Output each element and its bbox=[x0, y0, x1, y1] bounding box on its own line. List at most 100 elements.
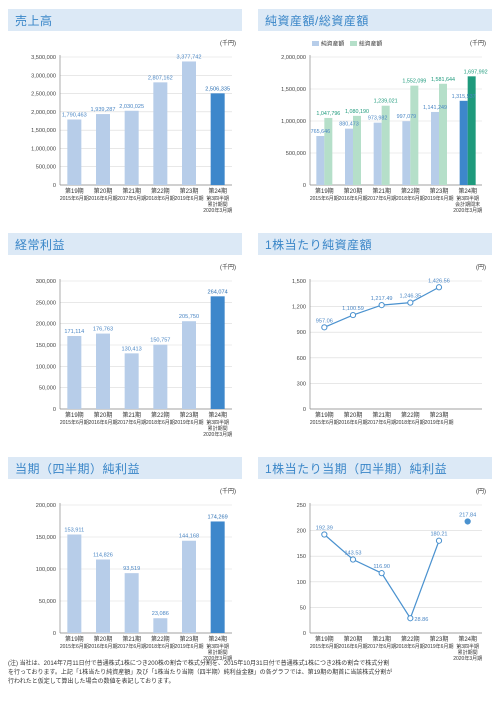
x-tick-label: 会計期間末 bbox=[455, 201, 480, 208]
x-tick-label: 第24期 bbox=[208, 635, 227, 643]
x-tick-label: 第19期 bbox=[315, 411, 334, 419]
bar bbox=[96, 114, 110, 185]
x-tick-label: 2018年6月期 bbox=[146, 419, 175, 426]
bar-total-assets bbox=[353, 115, 361, 185]
bar bbox=[124, 353, 139, 409]
series-line bbox=[323, 534, 440, 620]
x-tick-label: 2018年6月期 bbox=[396, 195, 425, 202]
data-label: 2,030,025 bbox=[119, 104, 144, 110]
y-tick-label: 100 bbox=[297, 580, 306, 586]
x-tick-label: 2015年6月期 bbox=[60, 643, 89, 650]
footnote-line: 行われたと仮定して算出した場合の数値を表記しております。 bbox=[8, 679, 175, 685]
legend-swatch bbox=[312, 41, 319, 46]
x-tick-label: 2019年6月期 bbox=[425, 419, 454, 426]
data-label: 1,100.59 bbox=[342, 306, 364, 312]
y-tick-label: 500,000 bbox=[36, 165, 56, 171]
ordinary-profit-chart: (千円) 0 50,000 100,000 150,000 200,000 250,000 3… bbox=[36, 263, 236, 438]
x-tick-label: 2019年6月期 bbox=[425, 195, 454, 202]
data-label: 217.84 bbox=[459, 512, 476, 518]
y-tick-label: 250,000 bbox=[36, 300, 56, 306]
y-tick-label: 150 bbox=[297, 554, 306, 560]
bar-total-assets bbox=[410, 85, 419, 185]
y-tick-label: 0 bbox=[303, 631, 306, 637]
x-tick-label: 第3四半期 bbox=[456, 195, 479, 202]
data-label: 1,217.49 bbox=[371, 296, 393, 302]
x-tick-label: 第24期 bbox=[208, 411, 227, 419]
data-point bbox=[407, 615, 414, 622]
y-tick-label: 100,000 bbox=[36, 364, 56, 370]
data-label: 1,047,796 bbox=[316, 111, 340, 117]
y-tick-label: 2,000,000 bbox=[281, 55, 306, 61]
bar-total-assets bbox=[467, 76, 476, 185]
panel-header: 純資産額/総資産額 bbox=[258, 9, 492, 31]
bar-net-assets bbox=[316, 135, 325, 185]
data-label: 3,377,742 bbox=[177, 54, 202, 60]
bar bbox=[96, 333, 110, 409]
unit-label: (円) bbox=[476, 488, 486, 495]
x-tick-label: 累計期間 bbox=[208, 649, 228, 656]
x-tick-label: 第24期 bbox=[458, 635, 477, 643]
data-label: 153,911 bbox=[64, 527, 84, 533]
data-label: 205,750 bbox=[179, 314, 199, 320]
data-point bbox=[435, 284, 443, 291]
x-tick-label: 第21期 bbox=[372, 411, 391, 419]
x-tick-label: 累計期間 bbox=[458, 649, 478, 656]
y-tick-label: 50,000 bbox=[39, 386, 56, 392]
data-label: 1,697,992 bbox=[464, 69, 488, 75]
legend-label: 純資産額 bbox=[321, 40, 344, 48]
data-label: 1,239,021 bbox=[374, 99, 398, 105]
x-tick-label: 2015年6月期 bbox=[310, 643, 339, 650]
x-tick-label: 2017年6月期 bbox=[367, 195, 396, 202]
bar bbox=[153, 82, 168, 185]
data-label: 144,168 bbox=[179, 534, 199, 540]
bar-total-assets bbox=[324, 117, 333, 185]
data-label: 23,086 bbox=[152, 611, 169, 617]
assets-chart: (千円) 0 500,000 1,000,000 1,500,000 2,000,000 第… bbox=[281, 39, 488, 214]
x-tick-label: 2016年6月期 bbox=[89, 419, 118, 426]
x-tick-label: 第20期 bbox=[94, 411, 113, 419]
data-point bbox=[321, 531, 328, 538]
y-tick-label: 150,000 bbox=[36, 535, 56, 541]
x-tick-label: 2016年6月期 bbox=[89, 643, 118, 650]
y-tick-label: 0 bbox=[53, 631, 56, 637]
y-tick-label: 200,000 bbox=[36, 503, 56, 509]
x-tick-label: 第21期 bbox=[122, 187, 141, 195]
data-point bbox=[407, 299, 414, 306]
x-tick-label: 2015年6月期 bbox=[60, 419, 89, 426]
x-tick-label: 2019年6月期 bbox=[175, 643, 204, 650]
net-income-chart: (千円) 0 50,000 100,000 150,000 200,000 第19期2015… bbox=[36, 487, 236, 662]
x-tick-label: 2015年6月期 bbox=[60, 195, 89, 202]
x-tick-label: 2019年6月期 bbox=[175, 419, 204, 426]
data-label: 143.53 bbox=[344, 551, 361, 557]
x-tick-label: 第3四半期 bbox=[206, 643, 229, 650]
data-label: 116.90 bbox=[373, 564, 390, 570]
x-tick-label: 第3四半期 bbox=[456, 643, 479, 650]
y-tick-label: 0 bbox=[303, 407, 306, 413]
x-tick-label: 2017年6月期 bbox=[117, 419, 146, 426]
bar bbox=[153, 618, 168, 633]
data-label: 957.06 bbox=[316, 318, 333, 324]
bar bbox=[182, 61, 196, 186]
data-label: 176,763 bbox=[93, 327, 113, 333]
data-label: 114,826 bbox=[93, 553, 113, 559]
x-tick-label: 2017年6月期 bbox=[117, 195, 146, 202]
x-tick-label: 第21期 bbox=[122, 411, 141, 419]
chart-title: 経常利益 bbox=[15, 238, 66, 252]
bar bbox=[124, 110, 139, 185]
chart-title: 売上高 bbox=[15, 14, 53, 28]
x-tick-label: 第21期 bbox=[372, 635, 391, 643]
y-tick-label: 200 bbox=[297, 529, 306, 535]
bar bbox=[67, 335, 82, 409]
y-tick-label: 1,000,000 bbox=[281, 119, 306, 125]
x-tick-label: 第22期 bbox=[401, 411, 420, 419]
x-tick-label: 第19期 bbox=[65, 187, 84, 195]
bar bbox=[182, 321, 196, 409]
data-label: 174,269 bbox=[208, 514, 228, 520]
y-tick-label: 0 bbox=[53, 407, 56, 413]
x-tick-label: 第19期 bbox=[65, 411, 84, 419]
x-tick-label: 2015年6月期 bbox=[310, 195, 339, 202]
data-label: 1,426.56 bbox=[428, 278, 450, 284]
bar bbox=[210, 296, 225, 409]
x-tick-label: 第22期 bbox=[151, 411, 170, 419]
panel-header: 1株当たり当期（四半期）純利益 bbox=[258, 457, 492, 479]
